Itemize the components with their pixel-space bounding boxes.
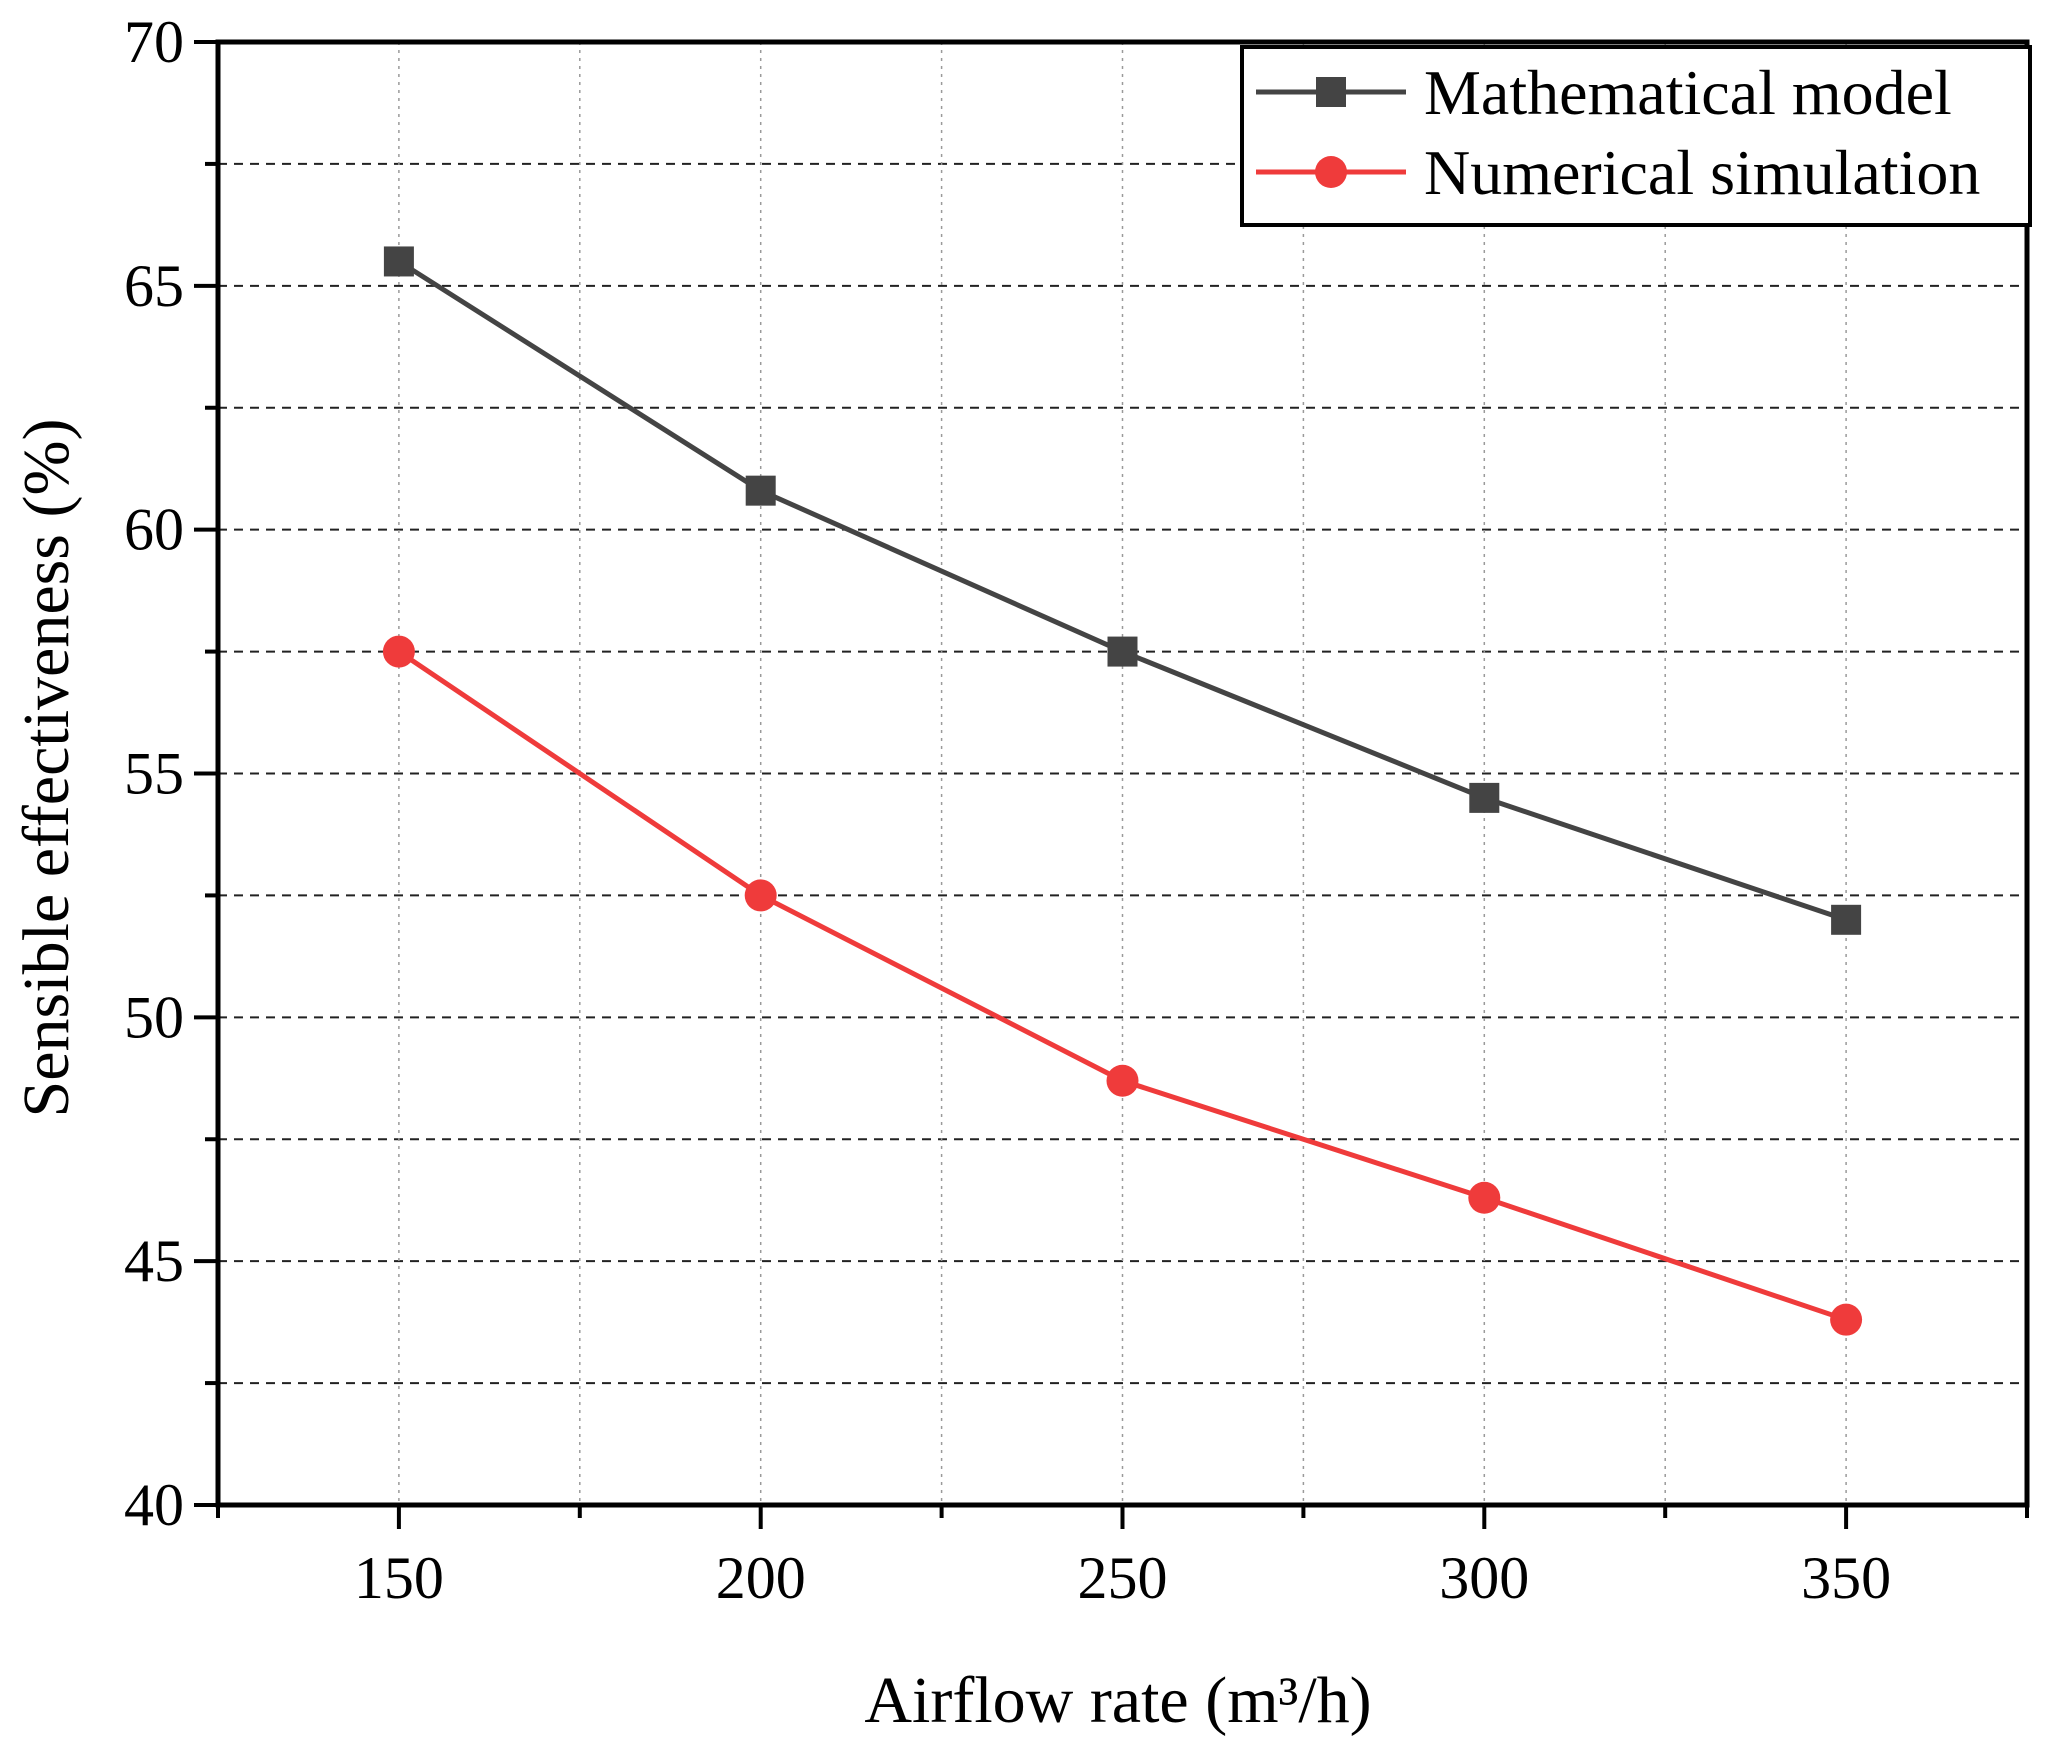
x-tick-label: 350 [1801,1545,1891,1611]
legend-item: Numerical simulation [1256,137,1980,208]
data-point-circle [382,635,415,668]
axis-ticks [194,40,2029,1529]
x-tick-label: 150 [354,1545,444,1611]
data-point-circle [1830,1303,1863,1336]
y-tick-label: 40 [124,1472,184,1538]
legend-items: Mathematical model Numerical simulation [1256,57,1980,208]
data-point-square [383,246,414,277]
legend-box [1240,45,2032,227]
x-tick-label: 200 [716,1545,806,1611]
legend-marker-square [1316,77,1346,107]
x-tick-labels: 150 200 250 300 350 [354,1545,1891,1611]
series-numerical-simulation [382,635,1863,1336]
series-layer [382,246,1863,1336]
x-axis-title: Airflow rate (m³/h) [864,1664,1371,1737]
data-point-circle [1106,1064,1139,1097]
y-tick-label: 65 [124,253,184,319]
y-tick-label: 50 [124,984,184,1050]
legend: Mathematical model Numerical simulation [1240,45,2032,227]
y-tick-label: 55 [124,741,184,807]
data-point-square [745,475,776,506]
data-point-square [1469,782,1500,813]
legend-item: Mathematical model [1256,57,1952,128]
x-tick-label: 250 [1078,1545,1168,1611]
data-point-circle [1468,1181,1501,1214]
y-tick-label: 60 [124,497,184,563]
x-tick-label: 300 [1439,1545,1529,1611]
y-tick-labels: 40 45 50 55 60 65 70 [124,9,184,1538]
data-point-square [1831,904,1862,935]
legend-label: Mathematical model [1424,57,1952,128]
series-mathematical-model [383,246,1862,935]
y-axis-title: Sensible effectiveness (%) [10,419,83,1118]
data-point-circle [744,879,777,912]
y-tick-label: 45 [124,1228,184,1294]
data-point-square [1107,636,1138,667]
y-tick-label: 70 [124,9,184,75]
plot-frame [215,39,2030,1508]
legend-marker-circle [1315,156,1347,188]
legend-label: Numerical simulation [1424,137,1980,208]
